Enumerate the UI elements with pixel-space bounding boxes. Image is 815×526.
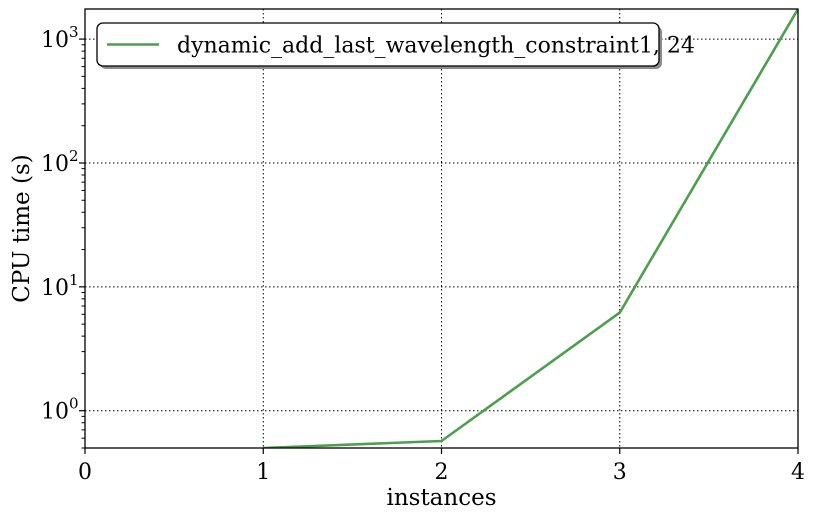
legend-label: dynamic_add_last_wavelength_constraint1,…: [177, 34, 695, 59]
x-tick-label: 2: [435, 460, 449, 485]
y-tick-label: 100: [41, 395, 79, 425]
y-tick-label: 102: [41, 147, 79, 177]
legend-box: [96, 22, 660, 67]
series-layer: [263, 9, 798, 448]
x-axis-label: instances: [386, 485, 496, 511]
x-tick-label: 3: [613, 460, 627, 485]
y-tick-label: 101: [41, 271, 79, 301]
series-line: [263, 9, 798, 448]
grid: [85, 9, 798, 448]
x-tick-label: 0: [78, 460, 92, 485]
x-tick-label: 4: [791, 460, 805, 485]
y-axis-label: CPU time (s): [9, 154, 35, 302]
y-axis-ticks: 100 101 102 103: [41, 23, 85, 449]
y-tick-label: 103: [41, 23, 79, 53]
x-axis-ticks: 0 1 2 3 4: [78, 448, 805, 485]
legend: dynamic_add_last_wavelength_constraint1,…: [96, 22, 695, 69]
x-tick-label: 1: [256, 460, 270, 485]
